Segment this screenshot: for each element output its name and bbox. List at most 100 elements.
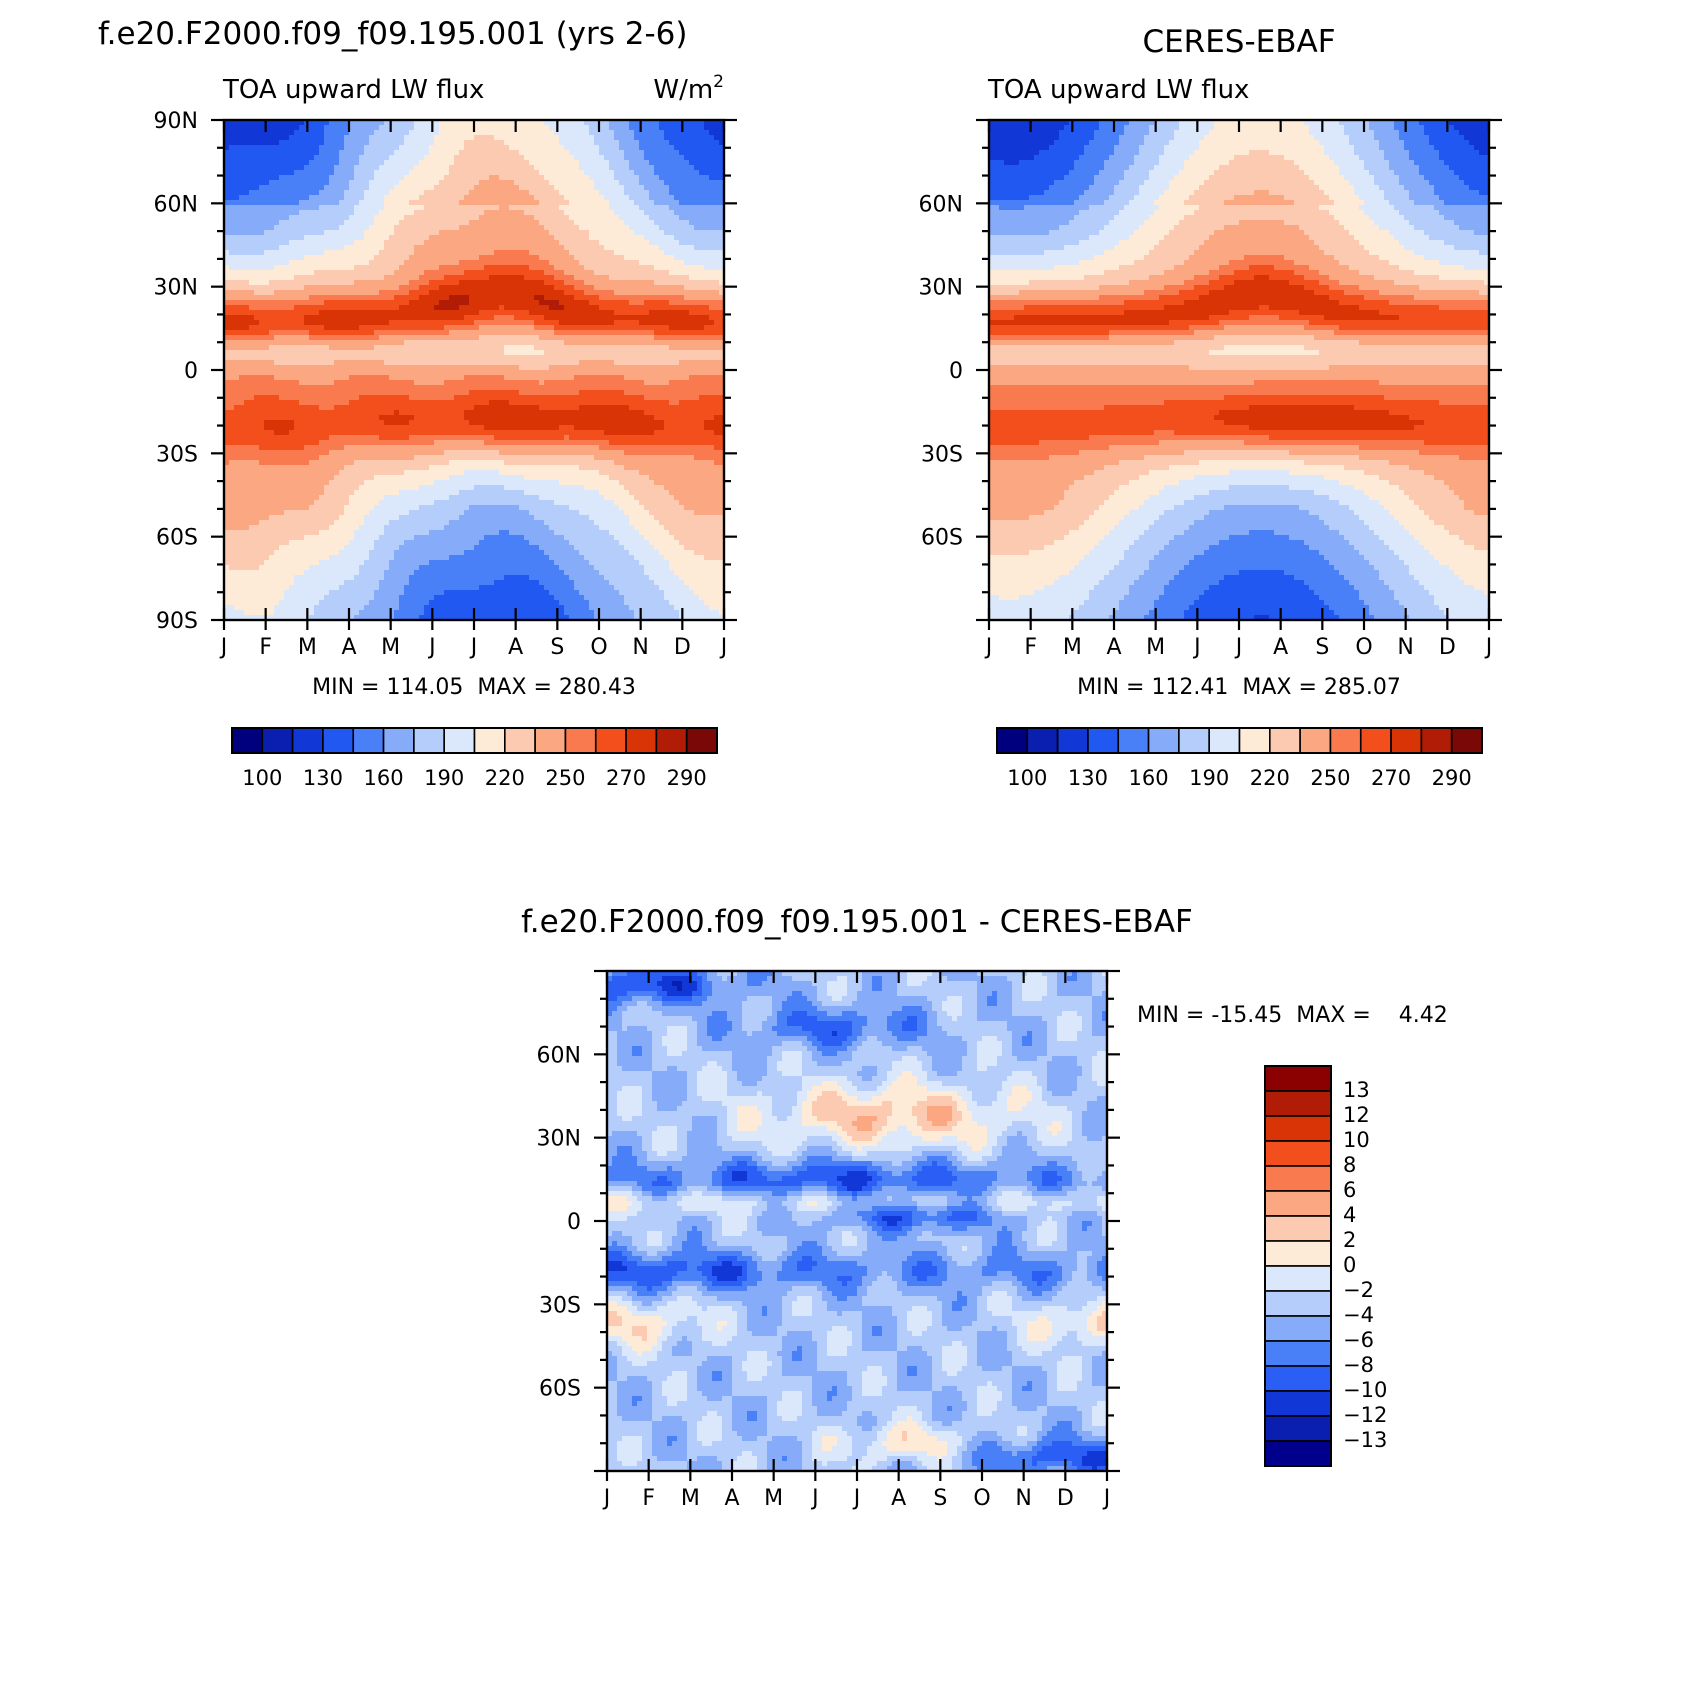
contour-cell	[1339, 280, 1395, 286]
contour-cell	[977, 1386, 998, 1392]
contour-cell	[1054, 580, 1100, 586]
contour-cell	[967, 1441, 983, 1447]
contour-cell	[554, 500, 615, 506]
contour-cell	[897, 1286, 983, 1292]
contour-cell	[642, 1136, 653, 1142]
contour-cell	[827, 1126, 843, 1132]
contour-cell	[947, 1441, 963, 1447]
contour-cell	[847, 1296, 863, 1302]
contour-cell	[639, 560, 670, 566]
contour-cell	[812, 1056, 853, 1062]
contour-cell	[644, 570, 675, 576]
contour-cell	[767, 1366, 783, 1372]
contour-cell	[747, 1311, 763, 1317]
contour-cell	[1012, 1386, 1023, 1392]
contour-cell	[664, 180, 724, 186]
contour-cell	[1164, 400, 1440, 406]
contour-cell	[444, 325, 480, 331]
contour-cell	[224, 275, 295, 281]
contour-cell	[1354, 235, 1395, 241]
contour-cell	[662, 1346, 673, 1352]
contour-cell	[989, 465, 1105, 471]
contour-cell	[1189, 560, 1330, 566]
contour-cell	[279, 545, 345, 551]
contour-cell	[609, 530, 640, 536]
contour-cell	[682, 1181, 713, 1187]
contour-cell	[1082, 1461, 1107, 1467]
contour-cell	[1159, 295, 1200, 301]
contour-cell	[669, 270, 724, 276]
contour-cell	[987, 1296, 1013, 1302]
contour-cell	[852, 1441, 873, 1447]
contour-cell	[607, 976, 613, 982]
contour-cell	[579, 360, 615, 366]
contour-cell	[464, 375, 505, 381]
contour-cell	[962, 1326, 993, 1332]
contour-cell	[927, 1011, 938, 1017]
contour-cell	[687, 1031, 698, 1037]
contour-cell	[1359, 515, 1395, 521]
contour-cell	[917, 1276, 928, 1282]
contour-cell	[669, 565, 724, 571]
contour-cell	[982, 1236, 998, 1242]
contour-cell	[877, 1211, 913, 1217]
contour-cell	[732, 1361, 743, 1367]
contour-cell	[737, 1311, 748, 1317]
contour-cell	[429, 235, 555, 241]
x-tick-label: M	[764, 1486, 783, 1511]
contour-cell	[1164, 590, 1205, 596]
contour-cell	[712, 986, 818, 992]
contour-cell	[622, 1351, 638, 1357]
contour-cell	[1109, 335, 1215, 341]
contour-cell	[787, 1016, 818, 1022]
contour-cell	[1454, 125, 1489, 131]
contour-cell	[607, 1166, 648, 1172]
contour-cell	[922, 1126, 953, 1132]
contour-cell	[617, 1341, 628, 1347]
contour-cell	[722, 1466, 733, 1471]
contour-cell	[639, 470, 724, 476]
contour-cell	[1359, 455, 1460, 461]
contour-cell	[687, 1151, 758, 1157]
contour-cell	[599, 305, 710, 311]
contour-cell	[1104, 575, 1140, 581]
y-tick-label: 30N	[537, 1127, 581, 1152]
contour-cell	[574, 255, 625, 261]
contour-cell	[224, 440, 320, 446]
contour-cell	[1092, 1381, 1107, 1387]
contour-cell	[1134, 195, 1160, 201]
contour-cell	[972, 1111, 1073, 1117]
contour-cell	[782, 1251, 793, 1257]
contour-cell	[1119, 560, 1150, 566]
contour-cell	[1034, 590, 1090, 596]
contour-cell	[932, 1231, 998, 1237]
contour-cell	[339, 155, 360, 161]
contour-cell	[1394, 170, 1420, 176]
contour-cell	[762, 1091, 798, 1097]
contour-cell	[997, 996, 1013, 1002]
contour-cell	[817, 1406, 848, 1412]
contour-cell	[394, 410, 400, 416]
contour-cell	[607, 1216, 628, 1222]
contour-cell	[564, 270, 595, 276]
contour-cell	[389, 565, 420, 571]
contour-cell	[697, 1431, 723, 1437]
contour-cell	[274, 430, 290, 436]
contour-cell	[624, 375, 690, 381]
contour-cell	[1022, 1296, 1053, 1302]
contour-cell	[989, 175, 1065, 181]
contour-cell	[419, 160, 455, 166]
contour-cell	[1464, 500, 1489, 506]
contour-cell	[722, 1176, 733, 1182]
contour-cell	[852, 1041, 863, 1047]
contour-cell	[989, 460, 1120, 466]
contour-cell	[644, 150, 680, 156]
contour-cell	[419, 485, 475, 491]
contour-cell	[1209, 350, 1320, 356]
contour-cell	[772, 1191, 788, 1197]
contour-cell	[1319, 350, 1489, 356]
contour-cell	[409, 580, 495, 586]
contour-cell	[997, 1271, 1013, 1277]
contour-cell	[1097, 1096, 1107, 1102]
x-tick-label: O	[590, 635, 607, 660]
